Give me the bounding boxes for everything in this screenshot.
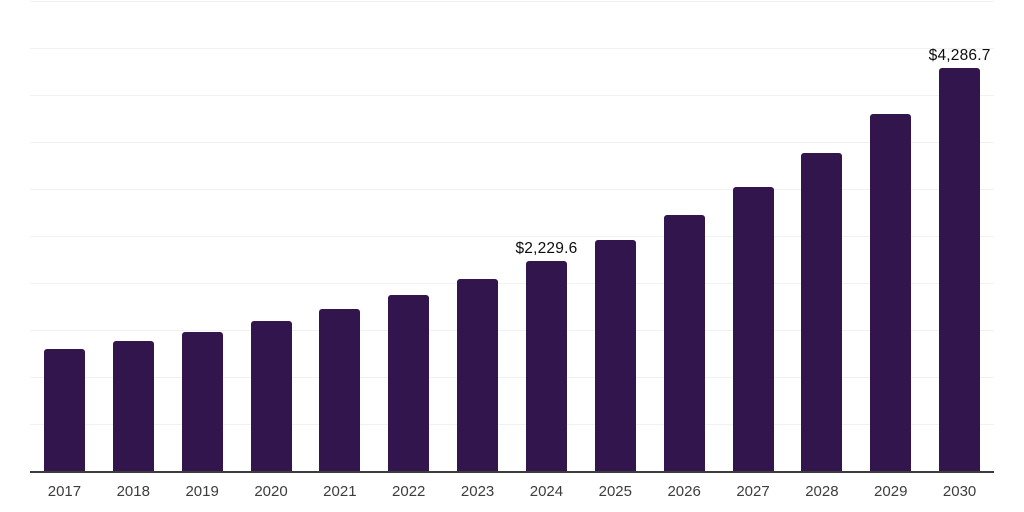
bar-slot-2023 bbox=[443, 1, 512, 471]
bar-2019 bbox=[181, 331, 223, 471]
chart-area: $2,229.6 $4,286.7 2017 2018 2019 2020 2021 202… bbox=[30, 1, 994, 501]
x-tick-label-2023: 2023 bbox=[460, 483, 495, 500]
chart-plot-area: $2,229.6 $4,286.7 bbox=[30, 1, 994, 473]
bar-2029 bbox=[870, 113, 912, 471]
bar-2022 bbox=[388, 295, 430, 471]
x-tick-label-2022: 2022 bbox=[392, 483, 426, 500]
bar-2028 bbox=[801, 153, 843, 471]
bar-slot-2020 bbox=[237, 1, 306, 471]
bar-slot-2029 bbox=[856, 1, 925, 471]
bar-slot-2019 bbox=[168, 1, 237, 471]
value-label-2030: $4,286.7 bbox=[928, 46, 991, 64]
bar-slot-2022 bbox=[374, 1, 443, 471]
x-tick-label-2021: 2021 bbox=[323, 483, 357, 500]
bar-2027 bbox=[732, 186, 774, 471]
bar-2018 bbox=[112, 340, 154, 471]
bar-slot-2017 bbox=[30, 1, 99, 471]
bar-slot-2027 bbox=[719, 1, 788, 471]
bar-2024 bbox=[525, 261, 567, 471]
x-axis: 2017 2018 2019 2020 2021 2022 2023 2024 2025 2026… bbox=[30, 473, 994, 501]
bar-slot-2024: $2,229.6 bbox=[512, 1, 581, 471]
x-tick-label-2019: 2019 bbox=[185, 483, 219, 500]
bar-2030 bbox=[939, 68, 981, 471]
bar-slot-2028 bbox=[787, 1, 856, 471]
bar-2025 bbox=[594, 240, 636, 471]
bar-slot-2025 bbox=[581, 1, 650, 471]
x-tick-label-2029: 2029 bbox=[874, 483, 908, 500]
value-label-2024: $2,229.6 bbox=[515, 239, 578, 257]
bar-2017 bbox=[43, 348, 85, 471]
bar-slot-2021 bbox=[305, 1, 374, 471]
x-tick-label-2030: 2030 bbox=[942, 483, 977, 500]
bar-slot-2030: $4,286.7 bbox=[925, 1, 994, 471]
x-tick-label-2020: 2020 bbox=[254, 483, 288, 500]
x-tick-label-2026: 2026 bbox=[667, 483, 701, 500]
x-tick-label-2027: 2027 bbox=[736, 483, 770, 500]
bar-2021 bbox=[319, 309, 361, 471]
bar-2020 bbox=[250, 321, 292, 471]
bar-slot-2018 bbox=[99, 1, 168, 471]
x-tick-label-2028: 2028 bbox=[805, 483, 839, 500]
x-tick-label-2025: 2025 bbox=[598, 483, 632, 500]
bar-slot-2026 bbox=[650, 1, 719, 471]
bar-2023 bbox=[457, 279, 499, 471]
x-tick-label-2017: 2017 bbox=[47, 483, 82, 500]
bar-2026 bbox=[663, 215, 705, 471]
x-tick-label-2024: 2024 bbox=[529, 483, 564, 500]
x-tick-label-2018: 2018 bbox=[116, 483, 150, 500]
